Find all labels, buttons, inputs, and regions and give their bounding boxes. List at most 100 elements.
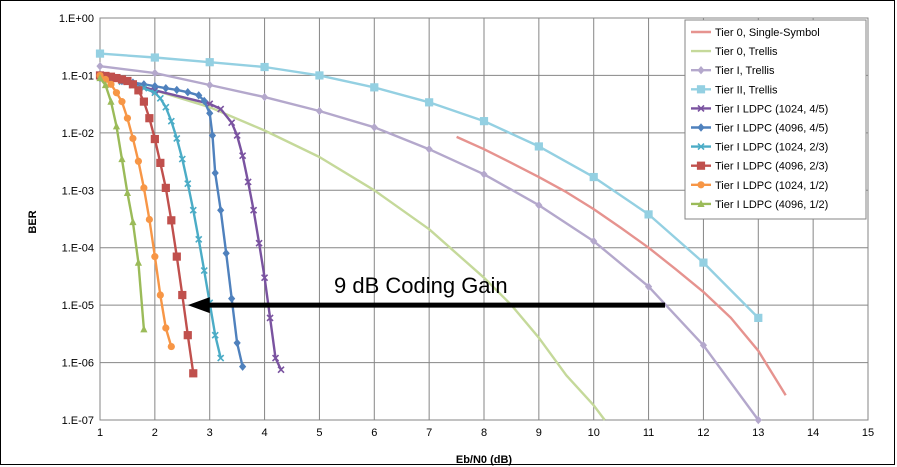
data-point <box>156 94 164 102</box>
data-point <box>156 158 165 167</box>
tick-labels: 1.E+00 1.E-01 1.E-02 1.E-03 1.E-04 1.E-05 1.E-… <box>59 13 874 439</box>
legend-swatch-marker <box>697 199 705 207</box>
data-point <box>589 172 598 182</box>
legend-entry: Tier II, Trellis <box>691 84 778 96</box>
data-point <box>260 92 269 102</box>
series-7 <box>96 71 225 362</box>
data-point <box>151 89 159 97</box>
x-tick-label: 1 <box>97 427 103 439</box>
data-point <box>123 188 132 197</box>
data-point <box>167 342 175 351</box>
data-point <box>228 294 236 303</box>
legend-label: Tier 0, Trellis <box>715 46 778 58</box>
data-point <box>184 88 192 97</box>
data-point <box>590 236 598 246</box>
legend-swatch-marker <box>697 143 705 151</box>
series-line <box>456 135 787 396</box>
data-point <box>754 313 763 322</box>
y-axis-title: BER <box>27 210 39 233</box>
legend-swatch-marker <box>697 104 705 112</box>
series-2 <box>99 74 606 421</box>
data-point <box>244 178 252 186</box>
annotation-text: 9 dB Coding Gain <box>334 273 508 298</box>
data-point <box>123 114 132 122</box>
data-point <box>150 53 159 62</box>
x-tick-label: 13 <box>752 427 764 439</box>
legend-label: Tier I LDPC (1024, 1/2) <box>715 180 828 192</box>
data-point <box>178 155 186 163</box>
data-point <box>315 106 324 116</box>
y-tick-label: 1.E+00 <box>59 13 94 25</box>
x-tick-label: 10 <box>588 427 600 439</box>
legend-label: Tier I LDPC (4096, 4/5) <box>715 123 828 135</box>
data-point <box>95 49 105 58</box>
y-tick-label: 1.E-07 <box>62 415 94 427</box>
data-point <box>233 338 241 348</box>
data-point <box>233 131 241 140</box>
data-point <box>534 142 543 151</box>
data-point <box>211 168 219 178</box>
y-tick-label: 1.E-04 <box>62 243 94 255</box>
data-point <box>118 98 126 106</box>
x-tick-label: 5 <box>316 427 322 439</box>
data-point <box>145 215 153 224</box>
legend: Tier 0, Single-Symbol Tier 0, Trellis Tier… <box>684 19 867 220</box>
data-point <box>129 217 137 226</box>
series-1 <box>456 135 787 396</box>
x-tick-label: 11 <box>643 427 654 439</box>
legend-swatch-marker <box>697 66 705 75</box>
y-tick-label: 1.E-02 <box>62 128 94 140</box>
data-point <box>239 362 247 371</box>
series-9 <box>96 71 175 351</box>
data-point <box>211 331 219 339</box>
data-point <box>139 97 148 106</box>
data-point <box>250 206 258 214</box>
data-point <box>699 258 708 267</box>
data-point <box>217 105 225 113</box>
data-point <box>189 206 197 214</box>
legend-label: Tier I LDPC (4096, 2/3) <box>715 161 828 173</box>
data-point <box>195 235 203 243</box>
x-tick-label: 15 <box>862 427 874 439</box>
data-point <box>151 68 159 78</box>
data-point <box>172 252 181 261</box>
data-point <box>129 134 137 143</box>
data-point <box>370 83 379 92</box>
data-point <box>315 71 324 80</box>
data-point <box>206 80 214 90</box>
legend-entry: Tier I LDPC (1024, 2/3) <box>691 142 828 154</box>
series-4 <box>95 49 763 322</box>
series-line <box>99 74 606 421</box>
legend-label: Tier I LDPC (1024, 2/3) <box>715 142 828 154</box>
data-point <box>277 366 285 374</box>
legend-label: Tier I LDPC (4096, 1/2) <box>715 199 828 211</box>
data-point <box>644 210 653 219</box>
x-tick-label: 7 <box>426 427 432 439</box>
y-tick-label: 1.E-06 <box>62 358 94 370</box>
series-line <box>99 77 146 330</box>
data-point <box>173 134 181 142</box>
legend-entry: Tier I LDPC (1024, 4/5) <box>691 103 828 115</box>
data-point <box>167 117 175 125</box>
data-point <box>101 80 110 89</box>
legend-entry: Tier 0, Trellis <box>691 46 778 58</box>
data-point <box>699 341 708 350</box>
data-point <box>425 144 433 154</box>
legend-swatch-marker <box>696 161 706 170</box>
data-point <box>480 170 488 179</box>
legend-swatch-marker <box>697 123 705 132</box>
data-point <box>151 81 159 91</box>
series-line <box>99 74 173 347</box>
data-point <box>107 97 115 105</box>
data-point <box>184 180 192 188</box>
legend-entry: Tier I LDPC (1024, 1/2) <box>691 180 828 192</box>
x-tick-label: 8 <box>481 427 487 439</box>
series-layer <box>95 49 787 425</box>
x-tick-label: 2 <box>152 427 158 439</box>
legend-label: Tier I, Trellis <box>715 65 775 77</box>
data-point <box>145 114 154 123</box>
legend-label: Tier II, Trellis <box>715 84 778 96</box>
data-point <box>140 184 148 192</box>
x-axis-title: Eb/N0 (dB) <box>456 454 513 466</box>
